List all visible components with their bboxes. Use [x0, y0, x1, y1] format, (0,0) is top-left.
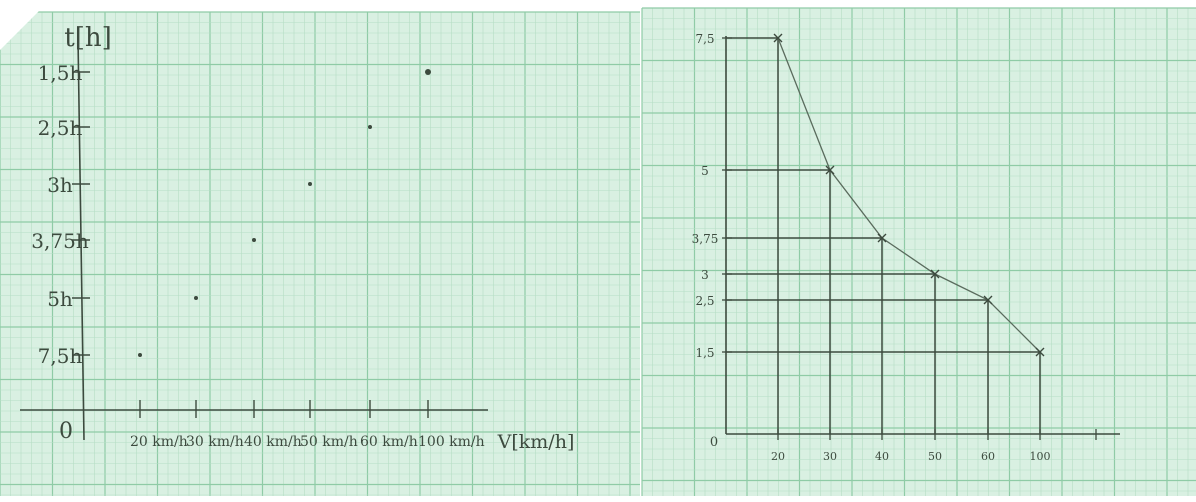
right-y-tick-label: 3,75 [692, 232, 719, 246]
left-y-tick-label: 2,5h [38, 116, 83, 140]
right-x-tick-label: 50 [928, 450, 942, 463]
right-y-tick-label: 1,5 [695, 346, 714, 360]
left-data-point [252, 238, 256, 242]
right-graph-paper [641, 7, 1196, 496]
left-x-tick-label: 100 km/h [418, 434, 485, 450]
left-x-tick-label: 40 km/h [244, 434, 302, 450]
right-data-point [930, 269, 940, 279]
left-data-point [368, 125, 372, 129]
left-x-tick-label: 60 km/h [360, 434, 418, 450]
right-data-point [983, 295, 993, 305]
right-origin-label: 0 [710, 435, 718, 450]
right-y-tick-label: 7,5 [695, 32, 714, 46]
left-graph-paper-sheet [0, 12, 640, 496]
left-x-axis-title: V[km/h] [497, 431, 575, 453]
left-y-tick-label: 1,5h [38, 61, 83, 85]
torn-corner [0, 0, 50, 50]
left-y-axis [77, 37, 85, 441]
right-y-tick-label: 3 [701, 268, 709, 282]
left-graph-paper [0, 11, 640, 496]
right-x-tick-label: 20 [771, 450, 785, 463]
left-data-point [308, 182, 312, 186]
left-y-tick-label: 3h [47, 173, 73, 197]
right-x-tick-label: 100 [1030, 450, 1051, 463]
right-y-tick-label: 2,5 [695, 294, 714, 308]
left-data-point [194, 296, 198, 300]
right-chart: 0 20 30 40 50 60 100 7,5 5 3,75 3 2,5 1,5 [692, 32, 1120, 463]
right-data-point [825, 165, 835, 175]
left-x-tick-label: 50 km/h [300, 434, 358, 450]
left-data-point [425, 69, 431, 75]
left-y-tick-label: 3,75h [31, 229, 89, 253]
right-data-point [773, 33, 783, 43]
right-data-point [1035, 347, 1045, 357]
right-x-tick-label: 60 [981, 450, 995, 463]
right-x-tick-label: 40 [875, 450, 889, 463]
left-y-tick-label: 7,5h [38, 344, 83, 368]
left-origin-label: 0 [59, 419, 73, 444]
left-chart: 0 t[h] V[km/h] 7,5h 5h 3,75h 3h 2,5h 1,5h 20 km/h… [20, 23, 574, 453]
left-x-tick-label: 30 km/h [186, 434, 244, 450]
right-y-tick-label: 5 [701, 164, 709, 178]
left-y-tick-label: 5h [47, 287, 73, 311]
left-x-tick-label: 20 km/h [130, 434, 188, 450]
right-series-line [777, 37, 1041, 353]
right-x-tick-label: 30 [823, 450, 837, 463]
right-data-point [877, 233, 887, 243]
left-y-axis-title: t[h] [64, 23, 111, 53]
left-data-point [138, 353, 142, 357]
right-graph-paper-sheet [642, 8, 1196, 496]
